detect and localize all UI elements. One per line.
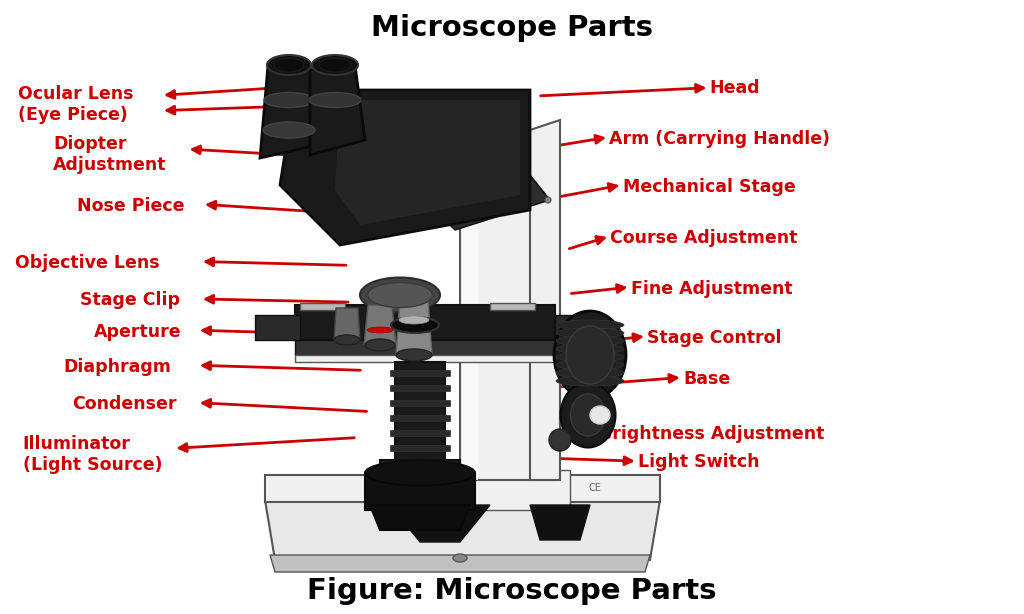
Polygon shape xyxy=(530,120,560,480)
Ellipse shape xyxy=(360,278,440,313)
Ellipse shape xyxy=(264,93,314,107)
Polygon shape xyxy=(390,505,490,542)
Polygon shape xyxy=(490,303,535,310)
Polygon shape xyxy=(462,130,478,480)
Polygon shape xyxy=(370,505,470,530)
Polygon shape xyxy=(396,300,432,355)
Polygon shape xyxy=(390,385,450,391)
Text: Head: Head xyxy=(710,79,760,98)
Ellipse shape xyxy=(549,429,571,451)
Text: Stage Clip: Stage Clip xyxy=(80,291,180,309)
Polygon shape xyxy=(310,65,365,155)
Polygon shape xyxy=(390,400,450,406)
Ellipse shape xyxy=(368,282,432,308)
Text: Microscope Parts: Microscope Parts xyxy=(371,14,653,42)
Ellipse shape xyxy=(309,93,361,107)
Polygon shape xyxy=(364,305,396,345)
Ellipse shape xyxy=(367,327,393,333)
Ellipse shape xyxy=(556,328,624,338)
Polygon shape xyxy=(265,500,660,560)
Polygon shape xyxy=(295,340,555,355)
Polygon shape xyxy=(270,555,650,572)
Polygon shape xyxy=(300,303,345,310)
Polygon shape xyxy=(335,100,520,225)
Ellipse shape xyxy=(312,55,358,75)
Text: Light Switch: Light Switch xyxy=(638,453,760,472)
Ellipse shape xyxy=(556,352,624,362)
Text: Figure: Microscope Parts: Figure: Microscope Parts xyxy=(307,577,717,605)
Polygon shape xyxy=(365,475,475,510)
Text: Diaphragm: Diaphragm xyxy=(63,357,171,376)
Polygon shape xyxy=(295,355,555,362)
Polygon shape xyxy=(390,430,450,436)
Ellipse shape xyxy=(274,58,304,72)
Polygon shape xyxy=(395,362,445,470)
Ellipse shape xyxy=(566,326,614,384)
Polygon shape xyxy=(545,130,560,480)
Text: Fine Adjustment: Fine Adjustment xyxy=(631,279,793,298)
Polygon shape xyxy=(295,305,555,340)
Ellipse shape xyxy=(319,58,351,72)
Polygon shape xyxy=(530,505,590,540)
Ellipse shape xyxy=(570,394,605,436)
Polygon shape xyxy=(380,460,460,480)
Polygon shape xyxy=(280,90,530,245)
Ellipse shape xyxy=(334,335,360,345)
Ellipse shape xyxy=(556,336,624,346)
Ellipse shape xyxy=(399,316,429,324)
Text: Objective Lens: Objective Lens xyxy=(15,254,160,272)
Ellipse shape xyxy=(556,344,624,354)
Ellipse shape xyxy=(545,197,551,203)
Polygon shape xyxy=(265,475,660,502)
Ellipse shape xyxy=(590,406,610,424)
Polygon shape xyxy=(260,65,318,158)
Text: Aperture: Aperture xyxy=(94,322,182,341)
Ellipse shape xyxy=(556,320,624,330)
Text: Brightness Adjustment: Brightness Adjustment xyxy=(599,425,824,443)
Text: Ocular Lens
(Eye Piece): Ocular Lens (Eye Piece) xyxy=(18,85,134,124)
Text: Base: Base xyxy=(683,370,730,388)
Ellipse shape xyxy=(554,311,626,399)
Ellipse shape xyxy=(556,376,624,386)
Polygon shape xyxy=(390,415,450,421)
Text: Nose Piece: Nose Piece xyxy=(77,196,184,215)
Ellipse shape xyxy=(267,55,311,75)
Ellipse shape xyxy=(560,383,615,448)
Ellipse shape xyxy=(365,460,475,486)
Polygon shape xyxy=(390,370,450,376)
Text: CE: CE xyxy=(589,483,601,493)
Text: Condenser: Condenser xyxy=(72,395,176,413)
Ellipse shape xyxy=(391,317,439,333)
Polygon shape xyxy=(390,460,450,466)
Text: Arm (Carrying Handle): Arm (Carrying Handle) xyxy=(609,130,830,148)
Text: Mechanical Stage: Mechanical Stage xyxy=(623,177,796,196)
Ellipse shape xyxy=(263,122,315,138)
Ellipse shape xyxy=(365,339,395,351)
Polygon shape xyxy=(430,470,570,510)
Polygon shape xyxy=(390,445,450,451)
Text: Stage Control: Stage Control xyxy=(647,328,781,347)
Text: Course Adjustment: Course Adjustment xyxy=(610,229,798,247)
Ellipse shape xyxy=(556,360,624,370)
Polygon shape xyxy=(430,175,550,230)
Polygon shape xyxy=(255,315,300,340)
Text: Illuminator
(Light Source): Illuminator (Light Source) xyxy=(23,435,162,474)
Text: Diopter
Adjustment: Diopter Adjustment xyxy=(53,135,167,174)
Polygon shape xyxy=(460,130,555,480)
Ellipse shape xyxy=(396,349,432,361)
Ellipse shape xyxy=(453,554,467,562)
Polygon shape xyxy=(555,315,575,340)
Polygon shape xyxy=(334,308,360,340)
Ellipse shape xyxy=(556,368,624,378)
